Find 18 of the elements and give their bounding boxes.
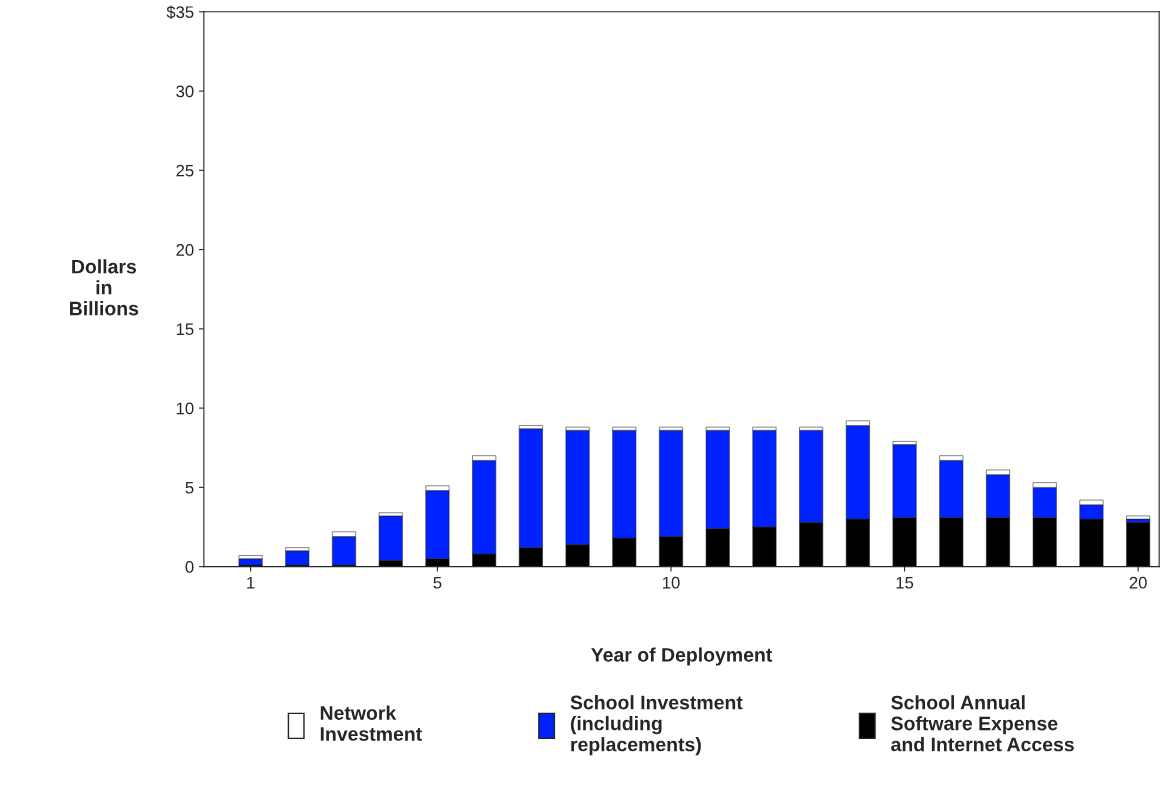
y-tick-label: 25 xyxy=(176,164,194,177)
legend-label: School Investment (including replacements) xyxy=(570,695,743,756)
x-tick-label: 1 xyxy=(247,576,255,589)
y-axis-title: Dollars in Billions xyxy=(70,259,139,316)
y-tick-label: 15 xyxy=(176,323,194,336)
x-tick-label: 20 xyxy=(1129,576,1147,589)
x-axis-title: Year of Deployment xyxy=(591,647,773,666)
x-tick-label: 15 xyxy=(896,576,914,589)
y-tick-label: 20 xyxy=(176,243,194,256)
y-tick-label: 5 xyxy=(185,481,194,494)
x-tick-label: 10 xyxy=(663,576,680,589)
y-tick-label: $35 xyxy=(166,5,194,19)
y-tick-label: 30 xyxy=(176,85,194,98)
y-tick-label: 0 xyxy=(185,561,194,573)
legend-label: School Annual Software Expense and Internet Access xyxy=(891,695,1074,752)
x-tick-label: 5 xyxy=(433,576,442,589)
y-tick-label: 10 xyxy=(176,402,194,415)
legend-label: Network Investment xyxy=(320,705,422,741)
